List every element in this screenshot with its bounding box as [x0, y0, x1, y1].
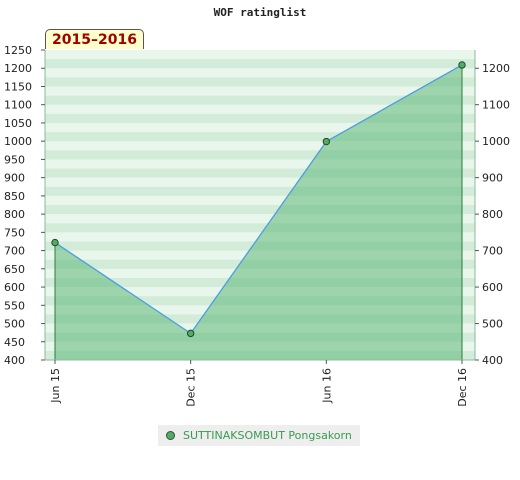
background-band — [45, 145, 475, 151]
background-band — [45, 132, 475, 137]
background-band — [45, 177, 475, 183]
background-band — [45, 81, 475, 87]
background-band — [45, 163, 475, 169]
background-band — [45, 104, 475, 110]
y-tick-label-left: 900 — [4, 172, 25, 185]
y-tick-label-right: 500 — [482, 318, 503, 331]
y-tick-label-left: 550 — [4, 299, 25, 312]
y-tick-label-left: 950 — [4, 153, 25, 166]
background-band — [45, 159, 475, 165]
background-band — [45, 50, 475, 55]
x-tick-label: Dec 16 — [456, 368, 469, 407]
background-band — [45, 63, 475, 69]
period-label: 2015–2016 — [45, 29, 144, 49]
data-point[interactable] — [51, 238, 59, 247]
background-band — [45, 59, 475, 64]
data-point[interactable] — [322, 137, 331, 146]
y-tick-label-left: 800 — [4, 208, 25, 221]
background-band — [45, 113, 475, 119]
legend[interactable]: SUTTINAKSOMBUT Pongsakorn — [158, 425, 360, 446]
y-tick-label-left: 750 — [4, 226, 25, 239]
series-line — [54, 64, 463, 335]
y-tick-label-left: 650 — [4, 263, 25, 276]
y-tick-label-right: 800 — [482, 208, 503, 221]
background-band — [45, 91, 475, 96]
background-band — [45, 214, 475, 219]
series-area — [55, 64, 462, 360]
background-band — [45, 191, 475, 197]
background-band — [45, 223, 475, 229]
y-tick-label-left: 1200 — [4, 62, 32, 75]
background-band — [45, 168, 475, 174]
y-tick-label-right: 1000 — [482, 135, 510, 148]
background-band — [45, 86, 475, 92]
y-tick-label-left: 1000 — [4, 135, 32, 148]
legend-marker-icon — [166, 431, 175, 440]
y-tick-label-left: 850 — [4, 190, 25, 203]
y-tick-label-right: 700 — [482, 245, 503, 258]
x-tick-label: Dec 15 — [185, 368, 198, 407]
background-band — [45, 127, 475, 133]
background-band — [45, 136, 475, 142]
y-tick-label-left: 1050 — [4, 117, 32, 130]
y-tick-label-left: 1100 — [4, 99, 32, 112]
y-tick-label-left: 400 — [4, 354, 25, 367]
y-tick-label-right: 1100 — [482, 99, 510, 112]
background-band — [45, 154, 475, 160]
background-band — [45, 186, 475, 192]
chart-title: WOF ratinglist — [213, 6, 307, 19]
background-band — [45, 68, 475, 74]
background-band — [45, 95, 475, 101]
y-tick-label-right: 600 — [482, 281, 503, 294]
background-band — [45, 150, 475, 156]
background-band — [45, 54, 475, 60]
y-tick-label-left: 450 — [4, 336, 25, 349]
legend-label: SUTTINAKSOMBUT Pongsakorn — [183, 429, 352, 442]
y-tick-label-left: 700 — [4, 245, 25, 258]
y-tick-label-left: 500 — [4, 318, 25, 331]
background-band — [45, 182, 475, 188]
background-band — [45, 141, 475, 147]
background-band — [45, 173, 475, 178]
y-tick-label-right: 1200 — [482, 62, 510, 75]
background-band — [45, 195, 475, 201]
y-tick-label-right: 900 — [482, 172, 503, 185]
background-band — [45, 72, 475, 78]
y-tick-label-right: 400 — [482, 354, 503, 367]
data-point[interactable] — [458, 61, 466, 69]
background-band — [45, 118, 475, 124]
background-band — [45, 218, 475, 224]
x-tick-label: Jun 15 — [49, 368, 62, 404]
background-band — [45, 209, 475, 215]
x-tick-label: Jun 16 — [320, 368, 333, 404]
y-tick-label-left: 600 — [4, 281, 25, 294]
background-band — [45, 109, 475, 115]
data-point[interactable] — [186, 329, 195, 338]
background-band — [45, 205, 475, 210]
background-band — [45, 200, 475, 206]
background-band — [45, 227, 475, 233]
y-tick-label-left: 1150 — [4, 80, 32, 93]
background-band — [45, 122, 475, 128]
background-band — [45, 100, 475, 106]
background-band — [45, 77, 475, 83]
y-tick-label-left: 1250 — [4, 44, 32, 57]
